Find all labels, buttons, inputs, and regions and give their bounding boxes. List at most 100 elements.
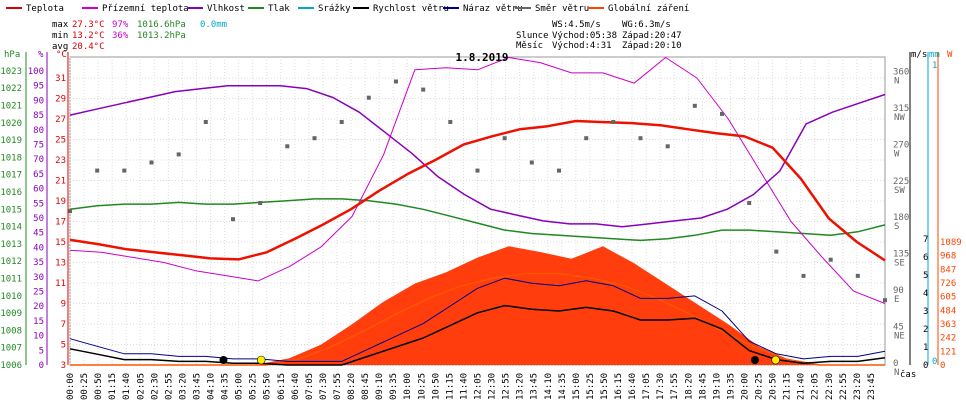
- sunset-marker: [771, 355, 780, 365]
- time-tick-label: 03:45: [192, 373, 202, 400]
- legend-label: Směr větru: [535, 4, 589, 14]
- ms-tick-label: 4: [923, 289, 928, 299]
- hpa-tick-label: 1012: [0, 257, 22, 267]
- temp-tick-label: 23: [55, 156, 66, 166]
- ms-tick-label: 1: [923, 343, 928, 353]
- wind-direction-point: [95, 168, 100, 173]
- time-tick-label: 20:25: [755, 373, 765, 400]
- wm-tick-label: 847: [940, 265, 956, 275]
- temp-tick-label: 25: [55, 136, 66, 146]
- time-tick-label: 09:10: [375, 373, 385, 400]
- ms-tick-label: 3: [923, 307, 928, 317]
- temp-tick-label: 9: [61, 300, 66, 310]
- hpa-tick-label: 1008: [0, 326, 22, 336]
- dir-tick-label: S: [894, 222, 899, 232]
- time-tick-label: 18:45: [698, 373, 708, 400]
- dir-tick-label: NE: [894, 332, 905, 342]
- moonrise: Východ:4:31: [552, 41, 612, 51]
- time-tick-label: 03:20: [178, 373, 188, 400]
- moonset-marker: [750, 356, 759, 364]
- stats-avg-label: avg: [52, 42, 68, 52]
- time-tick-label: 17:30: [656, 373, 666, 400]
- stats-max-hum: 97%: [112, 20, 129, 30]
- dir-tick-label: 315: [893, 104, 909, 114]
- dir-tick-label: W: [894, 149, 900, 159]
- wm-tick-label: 363: [940, 320, 956, 330]
- time-tick-label: 22:30: [825, 373, 835, 400]
- time-tick-label: 01:40: [122, 373, 132, 400]
- wind-direction-point: [801, 273, 806, 278]
- wind-direction-point: [421, 87, 426, 92]
- time-axis-label: čas: [900, 369, 916, 380]
- time-tick-label: 02:30: [150, 373, 160, 400]
- time-tick-label: 22:55: [839, 373, 849, 400]
- wind-speed-line: [69, 304, 886, 366]
- wind-direction-point: [122, 168, 127, 173]
- wind-direction-point: [394, 79, 398, 84]
- wind-direction-point: [366, 95, 371, 100]
- dir-tick-label: 180: [893, 213, 909, 223]
- legend-label: Srážky: [318, 4, 351, 14]
- ground-temperature-line: [69, 57, 886, 304]
- stats-block: max 27.3°C 97% 1016.6hPa 0.0mm min 13.2°…: [52, 20, 227, 52]
- moon-label: Měsíc: [516, 41, 543, 51]
- hpa-tick-label: 1010: [0, 292, 22, 302]
- sunrise-marker: [256, 355, 266, 365]
- time-tick-label: 15:25: [586, 373, 596, 400]
- stats-max-press: 1016.6hPa: [137, 20, 186, 30]
- time-tick-label: 02:55: [164, 373, 174, 400]
- ms-unit: m/s: [911, 50, 927, 60]
- pct-tick-label: 75: [33, 141, 44, 151]
- stats-min-press: 1013.2hPa: [137, 31, 186, 41]
- time-tick-label: 07:55: [333, 373, 343, 400]
- wm-tick-label: 484: [940, 306, 956, 316]
- wind-direction-point: [502, 136, 507, 141]
- pct-tick-label: 40: [33, 243, 44, 253]
- time-tick-label: 21:40: [797, 373, 807, 400]
- stats-max-label: max: [52, 20, 69, 30]
- stats-max-temp: 27.3°C: [72, 20, 105, 30]
- time-tick-label: 20:00: [740, 373, 750, 400]
- moonset: Západ:20:10: [622, 41, 682, 51]
- wm-tick-label: 605: [940, 293, 956, 303]
- temp-tick-label: 21: [55, 177, 66, 187]
- time-tick-label: 10:50: [431, 373, 441, 400]
- wm-tick-label: 242: [940, 334, 956, 344]
- temp-unit: °C: [56, 50, 67, 60]
- time-tick-label: 08:20: [347, 373, 357, 400]
- time-tick-label: 05:25: [249, 373, 259, 400]
- time-tick-label: 00:25: [80, 373, 90, 400]
- pct-tick-label: 65: [33, 170, 44, 180]
- pct-unit: %: [38, 50, 44, 60]
- dir-tick-label: N: [894, 368, 899, 378]
- wind-direction-point: [774, 249, 779, 254]
- hpa-tick-label: 1014: [0, 223, 22, 233]
- time-tick-label: 17:55: [670, 373, 680, 400]
- wind-gust-line: [69, 277, 886, 362]
- moonrise-marker: [219, 356, 228, 364]
- wind-direction-point: [611, 120, 616, 124]
- time-tick-label: 09:35: [389, 373, 399, 400]
- time-tick-label: 15:00: [572, 373, 582, 400]
- wind-direction-point: [203, 120, 208, 124]
- legend: Teplota Přízemní teplota Vlhkost Tlak Srážky…: [6, 4, 689, 14]
- ms-tick-label: 7: [923, 235, 928, 245]
- pct-tick-label: 55: [33, 199, 44, 209]
- wind-direction-point: [176, 152, 181, 157]
- wm-tick-label: 121: [940, 347, 956, 357]
- hpa-tick-label: 1013: [0, 240, 22, 250]
- pct-tick-label: 100: [28, 67, 44, 77]
- time-tick-label: 13:45: [530, 373, 540, 400]
- time-tick-label: 13:20: [516, 373, 526, 400]
- pct-tick-label: 60: [33, 185, 44, 195]
- hpa-tick-label: 1017: [0, 171, 22, 181]
- pct-tick-label: 25: [33, 288, 44, 298]
- time-tick-label: 00:00: [66, 373, 76, 400]
- pct-tick-label: 90: [33, 96, 44, 106]
- wind-direction-point: [231, 217, 235, 222]
- time-tick-label: 19:35: [726, 373, 736, 400]
- stats-max-rain: 0.0mm: [200, 20, 227, 30]
- pressure-line: [69, 198, 886, 242]
- time-tick-label: 12:55: [502, 373, 512, 400]
